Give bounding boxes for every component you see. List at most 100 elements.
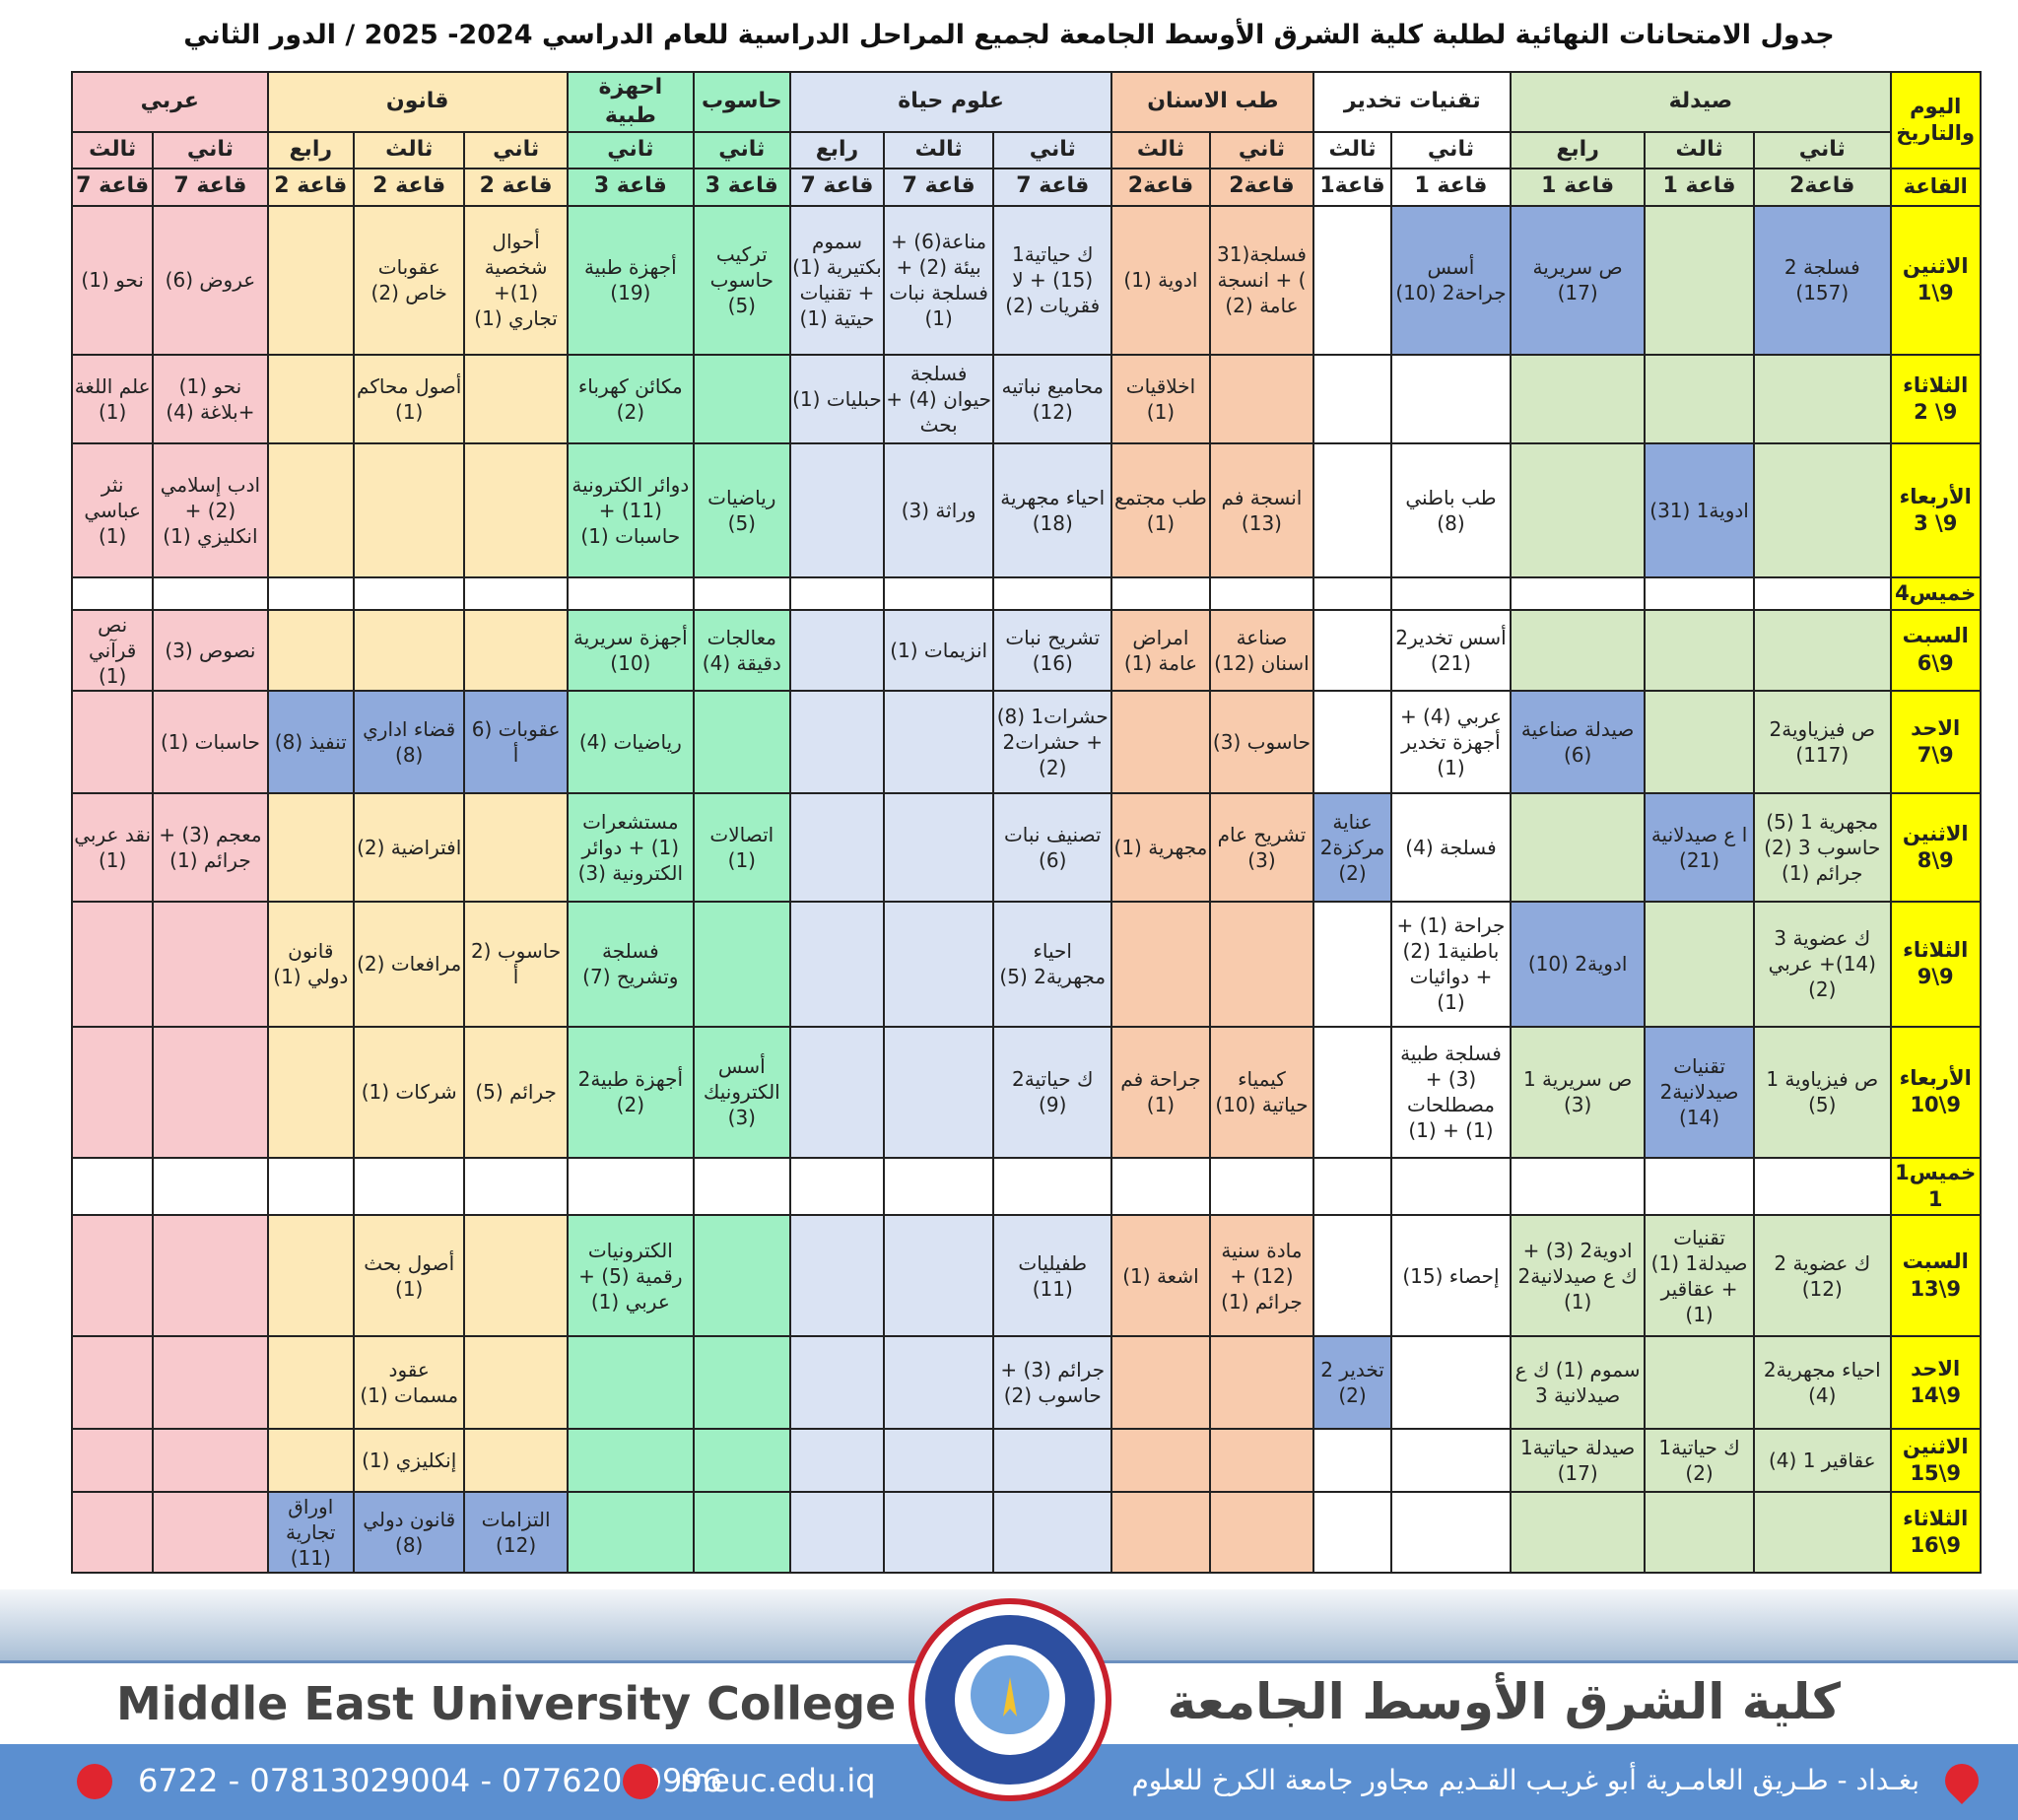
exam-cell: عروض (6) bbox=[152, 204, 269, 357]
empty-cell bbox=[1389, 1428, 1513, 1494]
hall-cell: قاعة 1 bbox=[1389, 167, 1513, 207]
empty-cell bbox=[992, 576, 1113, 611]
exam-cell: علم اللغة (1) bbox=[70, 354, 155, 445]
empty-cell bbox=[1644, 1335, 1756, 1431]
exam-cell: حبليات (1) bbox=[788, 354, 886, 445]
exam-cell: مجهرية 1 (5) حاسوب 3 (2) جرائم (1) bbox=[1753, 792, 1892, 903]
day-date: 9\13 bbox=[1910, 1276, 1961, 1301]
exam-cell: مستشعرات (1) + دوائر الكترونية (3) bbox=[566, 792, 695, 903]
empty-cell bbox=[788, 689, 886, 795]
exam-cell: جرائم (5) bbox=[463, 1025, 569, 1159]
empty-cell bbox=[70, 900, 155, 1028]
exam-cell: أجهزة طبية2 (2) bbox=[566, 1025, 695, 1159]
day-cell: السبت 9\6 bbox=[1889, 608, 1982, 692]
exam-cell: جرائم (3) + حاسوب (2) bbox=[992, 1335, 1113, 1431]
empty-cell bbox=[1312, 1214, 1392, 1338]
exam-cell: نقد عربي (1) bbox=[70, 792, 155, 903]
hall-cell: قاعة2 bbox=[1753, 167, 1892, 207]
day-cell: خميس11 bbox=[1889, 1156, 1982, 1217]
empty-cell bbox=[1312, 1491, 1392, 1575]
empty-cell bbox=[992, 1156, 1113, 1217]
empty-cell bbox=[1312, 1156, 1392, 1217]
exam-cell: تركيب حاسوب (5) bbox=[692, 204, 791, 357]
day-name: الثلاثاء bbox=[1903, 1506, 1969, 1530]
exam-cell: اخلاقيات (1) bbox=[1110, 354, 1211, 445]
stage-row: ثاني ثالث رابع ثاني ثالث ثاني ثالث ثاني ثالث رابع… bbox=[70, 131, 1981, 169]
exam-cell: صيدلة حياتية1 (17) bbox=[1510, 1428, 1647, 1494]
exam-cell: نصوص (3) bbox=[152, 608, 269, 692]
department-header: علوم حياة bbox=[788, 70, 1113, 134]
day-name: الاحد bbox=[1911, 715, 1961, 740]
exam-cell: ادب إسلامي (2) + انكليزي (1) bbox=[152, 442, 269, 579]
exam-cell: فسلجة 2 (157) bbox=[1753, 204, 1892, 357]
exam-cell: نص قرآني (1) bbox=[70, 608, 155, 692]
exam-cell: فسلجة(31 ) + انسجة عامة (2) bbox=[1208, 204, 1315, 357]
empty-cell bbox=[692, 354, 791, 445]
empty-cell bbox=[1644, 900, 1756, 1028]
hall-cell: قاعة2 bbox=[1208, 167, 1315, 207]
exam-cell: إحصاء (15) bbox=[1389, 1214, 1513, 1338]
exam-cell: وراثة (3) bbox=[883, 442, 995, 579]
empty-cell bbox=[266, 1428, 356, 1494]
exam-cell: قضاء اداري (8) bbox=[353, 689, 466, 795]
empty-cell bbox=[1312, 900, 1392, 1028]
empty-cell bbox=[70, 1491, 155, 1575]
empty-cell bbox=[463, 608, 569, 692]
day-name: الأربعاء bbox=[1899, 484, 1972, 508]
hall-cell: قاعة 1 bbox=[1510, 167, 1647, 207]
empty-cell bbox=[883, 1428, 995, 1494]
website[interactable]: meuc.edu.iq bbox=[680, 1762, 876, 1799]
empty-cell bbox=[463, 1214, 569, 1338]
exam-cell: ص سريرية 1 (3) bbox=[1510, 1025, 1647, 1159]
empty-cell bbox=[1510, 1491, 1647, 1575]
stage-cell: ثاني bbox=[1753, 131, 1892, 169]
web-icon bbox=[623, 1764, 658, 1799]
day-date: 9\15 bbox=[1910, 1461, 1961, 1486]
day-name: الاثنين bbox=[1902, 1434, 1969, 1458]
empty-cell bbox=[692, 1491, 791, 1575]
empty-cell bbox=[70, 576, 155, 611]
exam-cell: جراحة فم (1) bbox=[1110, 1025, 1211, 1159]
day-date: 9\8 bbox=[1917, 848, 1954, 873]
empty-cell bbox=[1208, 900, 1315, 1028]
logo bbox=[908, 1598, 1111, 1801]
empty-cell bbox=[992, 1428, 1113, 1494]
exam-cell: ص سريرية (17) bbox=[1510, 204, 1647, 357]
empty-cell bbox=[463, 576, 569, 611]
exam-cell: أجهزة طبية (19) bbox=[566, 204, 695, 357]
empty-cell bbox=[883, 1491, 995, 1575]
exam-cell: اتصالات (1) bbox=[692, 792, 791, 903]
day-cell: خميس4 bbox=[1889, 576, 1982, 611]
exam-cell: طب مجتمع (1) bbox=[1110, 442, 1211, 579]
empty-cell bbox=[1644, 608, 1756, 692]
hall-cell: قاعة 7 bbox=[992, 167, 1113, 207]
empty-cell bbox=[463, 1428, 569, 1494]
exam-cell: احياء مجهرية2 (5) bbox=[992, 900, 1113, 1028]
empty-cell bbox=[463, 1335, 569, 1431]
empty-cell bbox=[152, 900, 269, 1028]
empty-cell bbox=[266, 1335, 356, 1431]
exam-cell: انسجة فم (13) bbox=[1208, 442, 1315, 579]
empty-cell bbox=[1312, 1025, 1392, 1159]
empty-cell bbox=[463, 1156, 569, 1217]
exam-cell: حاسوب (2 أ bbox=[463, 900, 569, 1028]
empty-cell bbox=[1753, 576, 1892, 611]
empty-cell bbox=[788, 576, 886, 611]
exam-cell: حاسوب (3) bbox=[1208, 689, 1315, 795]
exam-cell: احياء مجهرية (18) bbox=[992, 442, 1113, 579]
day-cell: الأربعاء 9\ 3 bbox=[1889, 442, 1982, 579]
empty-cell bbox=[266, 1214, 356, 1338]
empty-cell bbox=[70, 689, 155, 795]
empty-cell bbox=[788, 1491, 886, 1575]
exam-cell: فسلجة وتشريح (7) bbox=[566, 900, 695, 1028]
empty-cell bbox=[883, 900, 995, 1028]
exam-cell: سموم (1) ك ع صيدلانية 3 bbox=[1510, 1335, 1647, 1431]
empty-cell bbox=[1110, 576, 1211, 611]
exam-cell: ك حياتية1 (2) bbox=[1644, 1428, 1756, 1494]
empty-cell bbox=[1312, 354, 1392, 445]
exam-cell: أحوال شخصية (1)+ تجاري (1) bbox=[463, 204, 569, 357]
empty-cell bbox=[692, 576, 791, 611]
stage-cell: ثاني bbox=[463, 131, 569, 169]
exam-cell: عقاقير 1 (4) bbox=[1753, 1428, 1892, 1494]
